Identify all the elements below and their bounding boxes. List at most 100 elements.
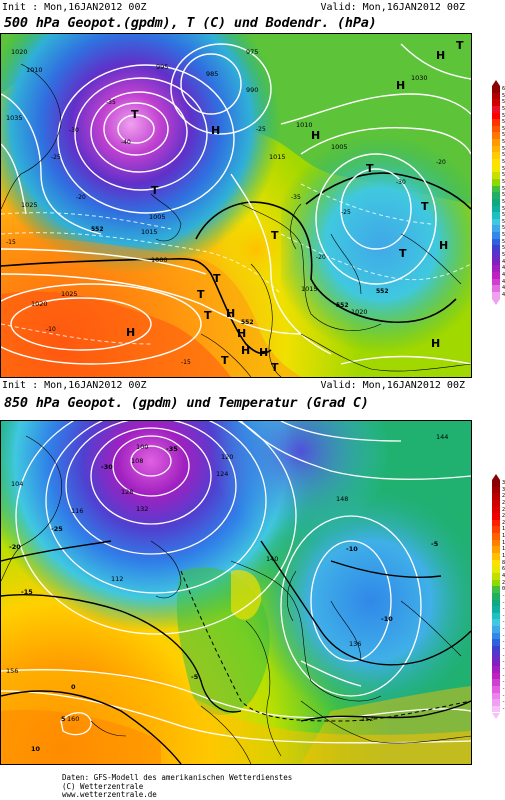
bottom-geo-label: 152 — [361, 715, 373, 723]
bottom-temp-label: -5 — [431, 540, 439, 548]
scale-label: 6 — [502, 566, 505, 573]
scale-label: 488 — [502, 271, 505, 278]
scale-label: -26 — [502, 672, 505, 679]
top-temp-label: -30 — [69, 127, 79, 134]
scale-swatch — [492, 99, 500, 106]
scale-label: -14 — [502, 632, 505, 639]
bottom-temp-label: 10 — [31, 745, 41, 753]
scale-label: 12 — [502, 546, 505, 553]
top-temp-label: -25 — [341, 209, 351, 216]
top-init-text: Init : Mon,16JAN2012 00Z — [2, 2, 147, 13]
scale-swatch — [492, 159, 500, 166]
top-pressure-label: 1015 — [301, 285, 318, 293]
scale-label: -34 — [502, 699, 505, 706]
scale-label: 500 — [502, 252, 505, 259]
scale-label: 22 — [502, 513, 505, 520]
scale-label: 516 — [502, 225, 505, 232]
bottom-scale-labels: 32302826242220181614121086420-2-4-6-8-10… — [502, 480, 505, 712]
scale-swatch — [492, 139, 500, 146]
scale-swatch — [492, 579, 500, 587]
top-pressure-label: 1020 — [11, 48, 28, 56]
top-T-label: T — [213, 272, 221, 285]
bottom-geo-label: 120 — [221, 453, 233, 461]
scale-label: 496 — [502, 258, 505, 265]
top-T-label: T — [271, 229, 279, 242]
top-temp-label: -10 — [46, 326, 56, 333]
scale-label: -32 — [502, 692, 505, 699]
scale-swatch — [492, 619, 500, 627]
scale-swatch — [492, 632, 500, 640]
scale-label: -6 — [502, 606, 505, 613]
scale-label: 492 — [502, 265, 505, 272]
top-pressure-label: 1000 — [151, 256, 168, 264]
scale-swatch — [492, 486, 500, 494]
scale-swatch — [492, 499, 500, 507]
bottom-map: 144 140 136 132 128 124 120 116 112 108 … — [0, 420, 472, 765]
bottom-temp-label: -25 — [51, 525, 63, 533]
scale-label: 30 — [502, 486, 505, 493]
scale-swatch — [492, 152, 500, 160]
top-pressure-label: 990 — [246, 86, 258, 94]
bottom-coastlines — [1, 435, 471, 764]
scale-label: 588 — [502, 105, 505, 112]
top-isotherms — [1, 183, 471, 345]
top-552-contours — [1, 172, 471, 355]
top-temp-label: -35 — [106, 99, 116, 106]
scale-label: 548 — [502, 172, 505, 179]
scale-label: 552 — [502, 165, 505, 172]
scale-label: 536 — [502, 192, 505, 199]
scale-label: 556 — [502, 159, 505, 166]
footer-line-url[interactable]: www.wetterzentrale.de — [62, 790, 157, 799]
scale-swatch — [492, 132, 500, 140]
scale-label: -20 — [502, 652, 505, 659]
scale-label: 14 — [502, 539, 505, 546]
scale-label: 592 — [502, 99, 505, 106]
footer-credits: Daten: GFS-Modell des amerikanischen Wet… — [62, 773, 292, 800]
scale-swatch — [492, 592, 500, 600]
scale-label: 540 — [502, 185, 505, 192]
scale-swatch — [492, 533, 500, 540]
top-temp-label: -35 — [291, 194, 301, 201]
top-temp-label: -15 — [6, 239, 16, 246]
top-geo-label: 552 — [91, 226, 104, 233]
top-pressure-label: 1010 — [296, 121, 313, 129]
bottom-isotherms — [1, 540, 471, 764]
scale-swatch — [492, 125, 500, 133]
top-H-label: H — [211, 124, 220, 137]
scale-label: 8 — [502, 559, 505, 566]
scale-swatch — [492, 599, 500, 607]
top-H-label: H — [241, 344, 250, 357]
bottom-geo-label: 136 — [349, 640, 361, 648]
scale-swatch — [492, 493, 500, 500]
scale-label: -10 — [502, 619, 505, 626]
top-title: 500 hPa Geopot.(gpdm), T (C) und Bodendr… — [4, 15, 377, 31]
scale-swatch — [492, 685, 500, 693]
bottom-geo-contours — [1, 421, 471, 744]
scale-swatch — [492, 665, 500, 673]
scale-label: 572 — [502, 132, 505, 139]
bottom-geo-label: 108 — [131, 457, 143, 465]
top-geo-label: 552 — [336, 302, 349, 309]
scale-swatch — [492, 519, 500, 527]
top-pressure-label: 1020 — [31, 300, 48, 308]
scale-label: 24 — [502, 506, 505, 513]
scale-label: -24 — [502, 665, 505, 672]
scale-swatch — [492, 506, 500, 514]
top-H-label: H — [259, 346, 268, 359]
scale-swatch — [492, 626, 500, 633]
bottom-zero-isotherm — [180, 570, 471, 722]
scale-label: -22 — [502, 659, 505, 666]
top-temp-label: -30 — [396, 179, 406, 186]
scale-swatch — [492, 145, 500, 153]
top-map: H H H H H H H H H H H T T T T T T T T T … — [0, 33, 472, 378]
top-T-label: T — [131, 108, 139, 121]
scale-label: 16 — [502, 533, 505, 540]
top-pressure-label: 1025 — [61, 290, 78, 298]
bottom-temp-label: -5 — [191, 673, 199, 681]
bottom-geo-label: 116 — [71, 507, 83, 515]
top-temp-label: -15 — [181, 359, 191, 366]
scale-swatch — [492, 572, 500, 580]
bottom-geo-label: 160 — [67, 715, 79, 723]
scale-label: 20 — [502, 519, 505, 526]
scale-swatch — [492, 639, 500, 647]
